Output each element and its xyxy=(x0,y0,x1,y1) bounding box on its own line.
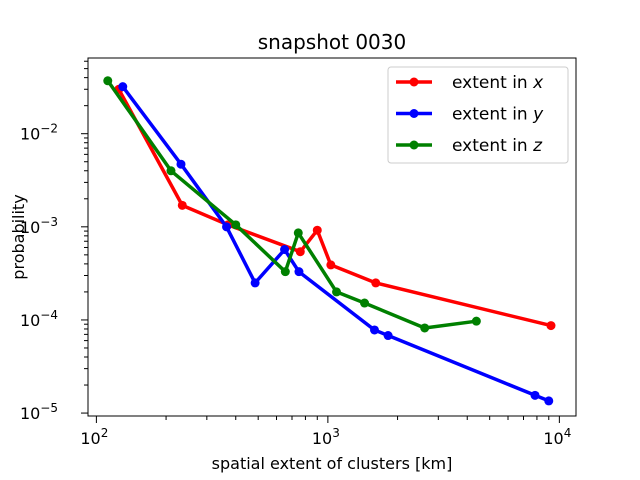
data-point-y xyxy=(176,159,186,169)
data-point-z xyxy=(420,323,430,333)
x-tick-label-base: 10 xyxy=(80,429,100,448)
x-tick-label-base: 10 xyxy=(312,429,332,448)
legend-label-z: extent in z xyxy=(452,136,543,156)
data-point-y xyxy=(383,331,393,341)
legend-marker-x xyxy=(409,77,419,87)
data-point-y xyxy=(222,222,232,232)
legend-label-x: extent in x xyxy=(452,73,544,93)
legend-marker-y xyxy=(409,109,419,118)
x-tick-label-base: 10 xyxy=(543,429,563,448)
data-point-x xyxy=(546,321,556,331)
data-point-y xyxy=(118,82,128,92)
x-tick-label-exponent: 4 xyxy=(564,426,572,440)
legend-marker-z xyxy=(409,140,419,150)
data-point-x xyxy=(312,225,322,235)
legend-label-variable: x xyxy=(532,73,544,93)
x-tick-label: 102 xyxy=(80,426,108,448)
legend-label-variable: z xyxy=(532,136,543,156)
y-tick-label-base: 10 xyxy=(20,125,40,144)
x-tick-label-exponent: 2 xyxy=(101,426,109,440)
data-point-y xyxy=(280,245,290,255)
legend-label-prefix: extent in xyxy=(452,73,533,93)
plot-frame xyxy=(87,57,577,417)
y-tick-label-base: 10 xyxy=(20,218,40,237)
series-z xyxy=(103,76,481,333)
data-point-y xyxy=(544,396,554,406)
data-point-z xyxy=(231,220,241,230)
chart-title: snapshot 0030 xyxy=(258,30,406,54)
y-tick-label: 10−2 xyxy=(20,122,58,144)
data-point-z xyxy=(166,166,176,176)
data-point-y xyxy=(369,325,379,335)
y-tick-label-base: 10 xyxy=(20,404,40,423)
series-layer xyxy=(103,76,556,406)
x-tick-label-exponent: 3 xyxy=(332,426,340,440)
y-tick-label: 10−3 xyxy=(20,215,58,237)
legend-label-variable: y xyxy=(532,105,544,125)
legend-entry-x: extent in x xyxy=(396,73,544,93)
data-point-y xyxy=(294,267,304,277)
data-point-y xyxy=(250,278,260,288)
series-line-y xyxy=(121,85,550,403)
y-tick-label-exponent: −4 xyxy=(40,308,58,322)
data-point-x xyxy=(177,200,187,210)
legend-entry-z: extent in z xyxy=(396,136,543,156)
legend-entry-y: extent in y xyxy=(396,105,544,125)
data-point-x xyxy=(371,278,381,288)
x-tick-label: 104 xyxy=(543,426,571,448)
data-point-x xyxy=(295,247,305,257)
x-axis-label: spatial extent of clusters [km] xyxy=(212,454,453,473)
data-point-z xyxy=(280,267,290,277)
y-axis-label: probability xyxy=(9,194,28,279)
y-tick-label-base: 10 xyxy=(20,311,40,330)
y-tick-label: 10−5 xyxy=(20,401,58,423)
y-tick-label-exponent: −5 xyxy=(40,401,58,415)
legend-label-prefix: extent in xyxy=(452,105,533,125)
data-point-z xyxy=(103,76,113,86)
data-point-z xyxy=(332,287,342,297)
legend-box xyxy=(387,66,569,164)
data-point-y xyxy=(530,390,540,400)
data-point-z xyxy=(471,316,481,326)
legend-label-prefix: extent in xyxy=(452,136,533,156)
legend-label-y: extent in y xyxy=(452,105,544,125)
y-tick-label-exponent: −2 xyxy=(40,122,58,136)
x-tick-label: 103 xyxy=(312,426,340,448)
series-line-x xyxy=(117,88,552,328)
series-y xyxy=(118,82,554,406)
data-point-x xyxy=(326,260,336,270)
data-point-z xyxy=(360,298,370,308)
data-point-z xyxy=(293,228,303,238)
y-tick-label-exponent: −3 xyxy=(40,215,58,229)
y-tick-label: 10−4 xyxy=(20,308,58,330)
